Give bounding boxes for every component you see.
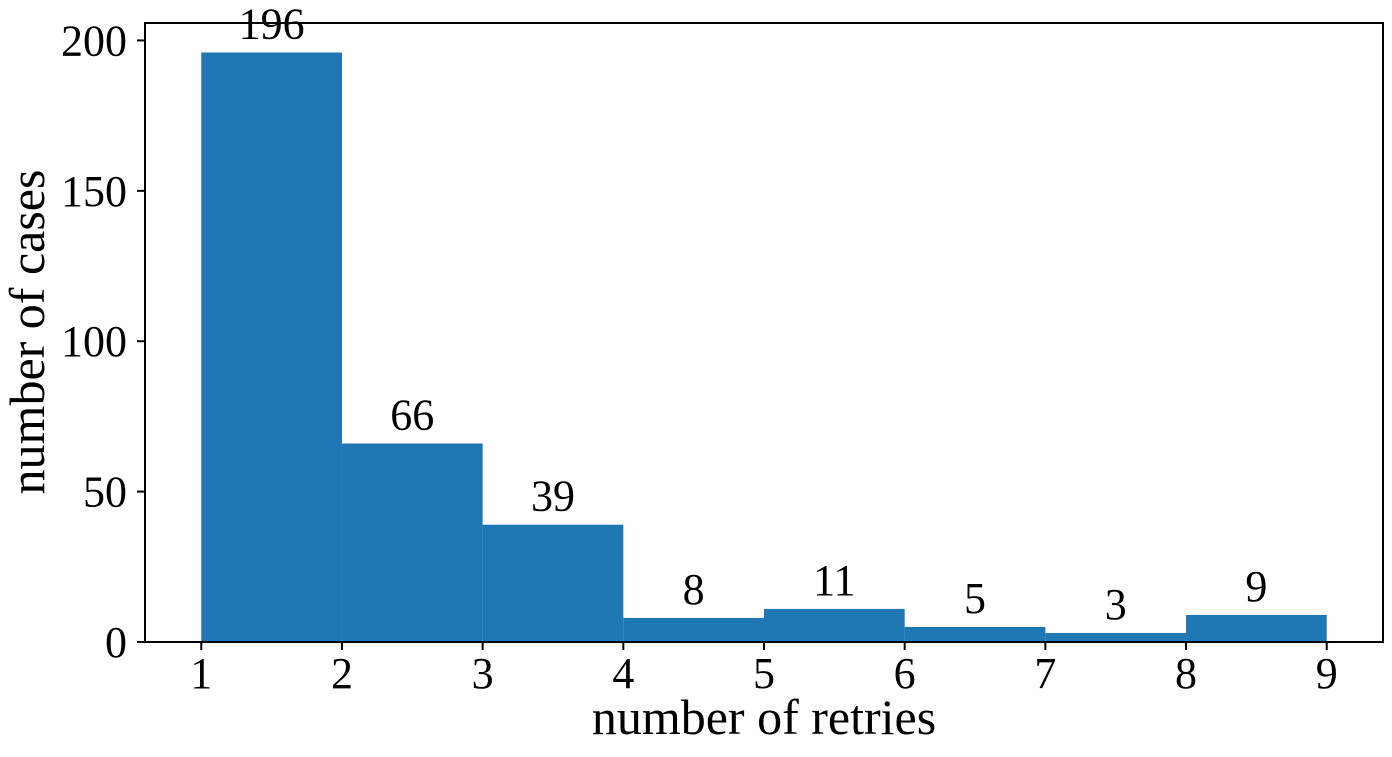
bar-value-label: 5 xyxy=(964,574,986,623)
bar-value-label: 11 xyxy=(813,556,855,605)
bars-layer xyxy=(201,52,1327,642)
histogram-bar xyxy=(482,524,624,642)
histogram-bar xyxy=(623,617,764,642)
x-axis-label: number of retries xyxy=(592,689,936,745)
y-tick-label: 200 xyxy=(61,16,127,65)
histogram-bar xyxy=(764,608,905,642)
y-tick-label: 150 xyxy=(61,167,127,216)
x-tick-label: 9 xyxy=(1316,649,1338,698)
bar-value-label: 9 xyxy=(1245,562,1267,611)
histogram-bar xyxy=(201,52,342,642)
bar-value-label: 66 xyxy=(390,390,434,439)
bar-value-label: 39 xyxy=(531,472,575,521)
x-tick-label: 5 xyxy=(753,649,775,698)
y-axis-label: number of cases xyxy=(0,170,55,495)
y-tick-label: 50 xyxy=(83,468,127,517)
x-tick-label: 2 xyxy=(331,649,353,698)
bar-value-label: 3 xyxy=(1105,580,1127,629)
x-tick-label: 6 xyxy=(894,649,916,698)
histogram-bar xyxy=(1045,632,1187,642)
histogram-bar xyxy=(1186,614,1327,642)
x-tick-label: 3 xyxy=(472,649,494,698)
bar-value-label: 8 xyxy=(683,565,705,614)
y-tick-label: 100 xyxy=(61,317,127,366)
histogram-bar xyxy=(341,443,483,642)
x-tick-label: 1 xyxy=(190,649,212,698)
x-tick-label: 7 xyxy=(1034,649,1056,698)
histogram-bar xyxy=(904,626,1046,642)
y-tick-label: 0 xyxy=(105,618,127,667)
x-tick-label: 4 xyxy=(612,649,634,698)
x-tick-label: 8 xyxy=(1175,649,1197,698)
bar-value-label: 196 xyxy=(239,0,305,48)
